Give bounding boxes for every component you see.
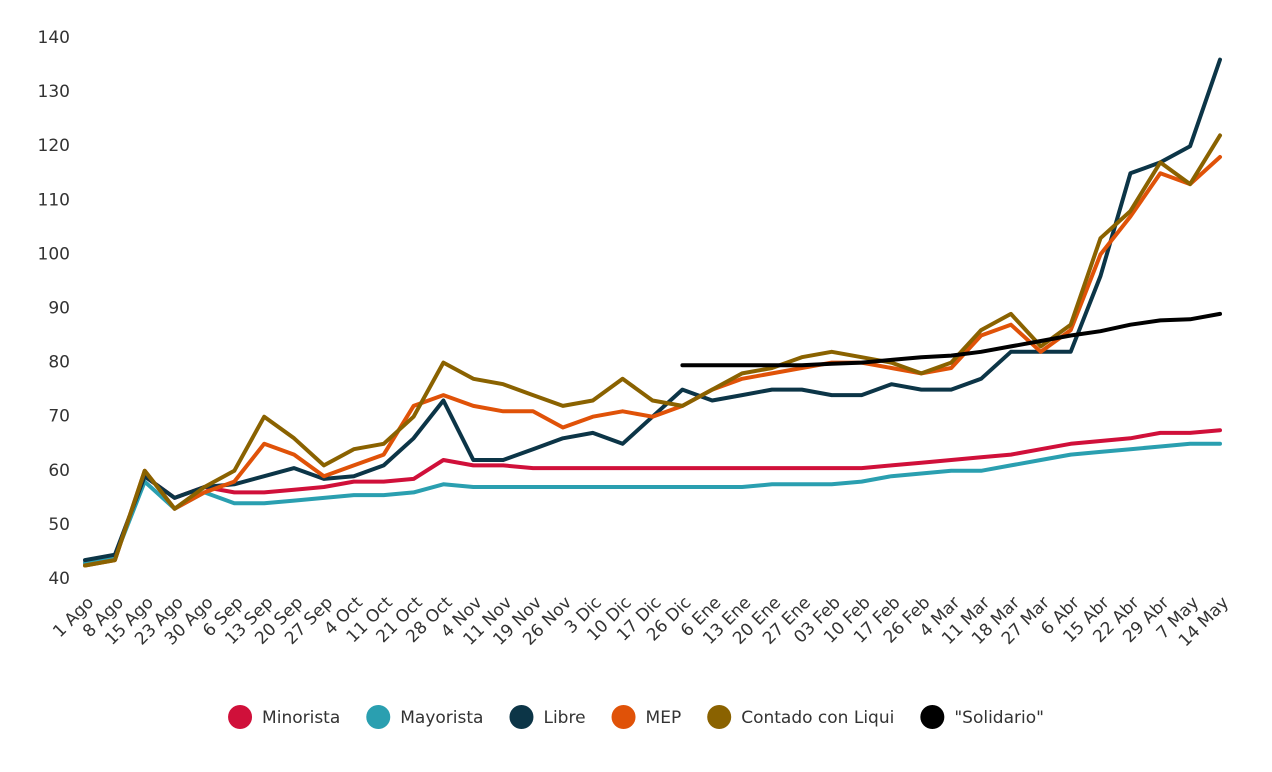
series-line: [680, 311, 1222, 368]
y-tick-label: 100: [38, 244, 70, 264]
legend-swatch: [611, 705, 636, 729]
y-tick-label: 120: [38, 136, 70, 156]
legend-label: "Solidario": [954, 708, 1044, 728]
legend-label: Libre: [543, 708, 585, 728]
series-line: [83, 428, 1222, 565]
series-line: [83, 133, 1222, 568]
legend-label: Minorista: [262, 708, 340, 728]
y-tick-label: 70: [48, 407, 70, 427]
legend-swatch: [228, 705, 253, 729]
legend-label: Mayorista: [400, 708, 483, 728]
y-tick-label: 50: [48, 515, 70, 535]
legend-swatch: [366, 705, 391, 729]
y-tick-label: 80: [48, 353, 70, 373]
legend-swatch: [920, 705, 945, 729]
y-tick-label: 130: [38, 82, 70, 102]
legend-swatch: [509, 705, 534, 729]
legend-label: Contado con Liqui: [741, 708, 894, 728]
y-tick-label: 60: [48, 461, 70, 481]
series-line: [83, 441, 1222, 565]
y-tick-label: 90: [48, 299, 70, 319]
y-tick-label: 140: [38, 28, 70, 48]
legend: Minorista Mayorista Libre MEP Contado con Li…: [228, 705, 1044, 729]
y-tick-label: 40: [48, 569, 70, 589]
y-tick-label: 110: [38, 190, 70, 210]
legend-label: MEP: [646, 708, 682, 728]
legend-swatch: [707, 705, 732, 729]
